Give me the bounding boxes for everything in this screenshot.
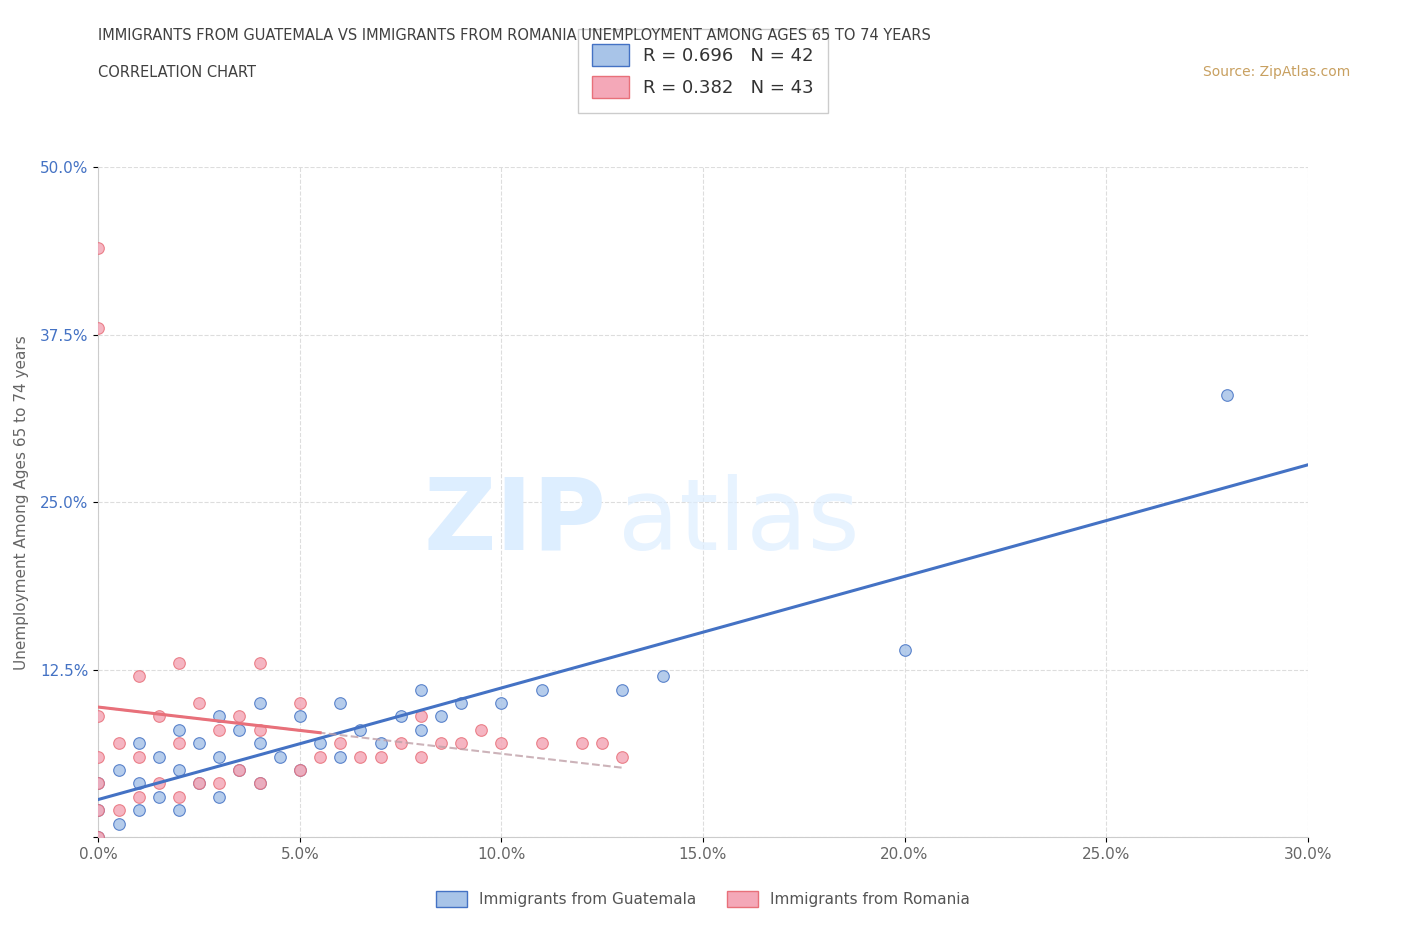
Point <box>450 736 472 751</box>
Point <box>269 750 291 764</box>
Point <box>1216 388 1239 403</box>
Point <box>571 736 593 751</box>
Point <box>167 763 190 777</box>
Point <box>370 750 392 764</box>
Point <box>208 776 231 790</box>
Point <box>107 736 129 751</box>
Point <box>409 723 432 737</box>
Point <box>87 776 110 790</box>
Point <box>188 776 211 790</box>
Point <box>208 790 231 804</box>
Point <box>208 723 231 737</box>
Text: Source: ZipAtlas.com: Source: ZipAtlas.com <box>1202 65 1350 79</box>
Point <box>612 683 634 698</box>
Point <box>249 776 271 790</box>
Point <box>612 750 634 764</box>
Point <box>491 736 513 751</box>
Point <box>349 723 371 737</box>
Point <box>288 696 311 711</box>
Point <box>128 790 150 804</box>
Point <box>167 723 190 737</box>
Point <box>148 776 170 790</box>
Text: CORRELATION CHART: CORRELATION CHART <box>98 65 256 80</box>
Point <box>87 321 110 336</box>
Point <box>87 803 110 817</box>
Point <box>228 763 250 777</box>
Point <box>893 642 915 657</box>
Point <box>87 776 110 790</box>
Point <box>329 750 352 764</box>
Point <box>349 750 371 764</box>
Legend: R = 0.696   N = 42, R = 0.382   N = 43: R = 0.696 N = 42, R = 0.382 N = 43 <box>578 29 828 113</box>
Point <box>148 750 170 764</box>
Point <box>87 240 110 255</box>
Point <box>208 709 231 724</box>
Point <box>167 736 190 751</box>
Point <box>288 763 311 777</box>
Point <box>470 723 492 737</box>
Point <box>188 696 211 711</box>
Point <box>167 656 190 671</box>
Point <box>309 736 332 751</box>
Point <box>87 830 110 844</box>
Point <box>249 696 271 711</box>
Point <box>148 790 170 804</box>
Point <box>128 750 150 764</box>
Legend: Immigrants from Guatemala, Immigrants from Romania: Immigrants from Guatemala, Immigrants fr… <box>430 884 976 913</box>
Point <box>188 736 211 751</box>
Point <box>491 696 513 711</box>
Point <box>530 683 553 698</box>
Text: atlas: atlas <box>619 473 860 571</box>
Point <box>87 830 110 844</box>
Point <box>167 803 190 817</box>
Point <box>249 776 271 790</box>
Point <box>450 696 472 711</box>
Point <box>107 817 129 831</box>
Point <box>370 736 392 751</box>
Point <box>409 709 432 724</box>
Point <box>409 683 432 698</box>
Point <box>128 736 150 751</box>
Point <box>329 696 352 711</box>
Point <box>288 763 311 777</box>
Point <box>188 776 211 790</box>
Point <box>128 803 150 817</box>
Text: ZIP: ZIP <box>423 473 606 571</box>
Point <box>309 750 332 764</box>
Point <box>208 750 231 764</box>
Point <box>651 669 673 684</box>
Point <box>148 709 170 724</box>
Point <box>228 763 250 777</box>
Point <box>591 736 613 751</box>
Point <box>329 736 352 751</box>
Point <box>249 723 271 737</box>
Point <box>288 709 311 724</box>
Point <box>107 803 129 817</box>
Point <box>409 750 432 764</box>
Point <box>228 723 250 737</box>
Point <box>249 736 271 751</box>
Point <box>228 709 250 724</box>
Y-axis label: Unemployment Among Ages 65 to 74 years: Unemployment Among Ages 65 to 74 years <box>14 335 30 670</box>
Point <box>87 709 110 724</box>
Point <box>430 736 453 751</box>
Point <box>530 736 553 751</box>
Point <box>389 736 412 751</box>
Point <box>128 669 150 684</box>
Point <box>87 750 110 764</box>
Point <box>249 656 271 671</box>
Point <box>389 709 412 724</box>
Point <box>167 790 190 804</box>
Point <box>430 709 453 724</box>
Point <box>128 776 150 790</box>
Point <box>87 803 110 817</box>
Text: IMMIGRANTS FROM GUATEMALA VS IMMIGRANTS FROM ROMANIA UNEMPLOYMENT AMONG AGES 65 : IMMIGRANTS FROM GUATEMALA VS IMMIGRANTS … <box>98 28 931 43</box>
Point <box>107 763 129 777</box>
